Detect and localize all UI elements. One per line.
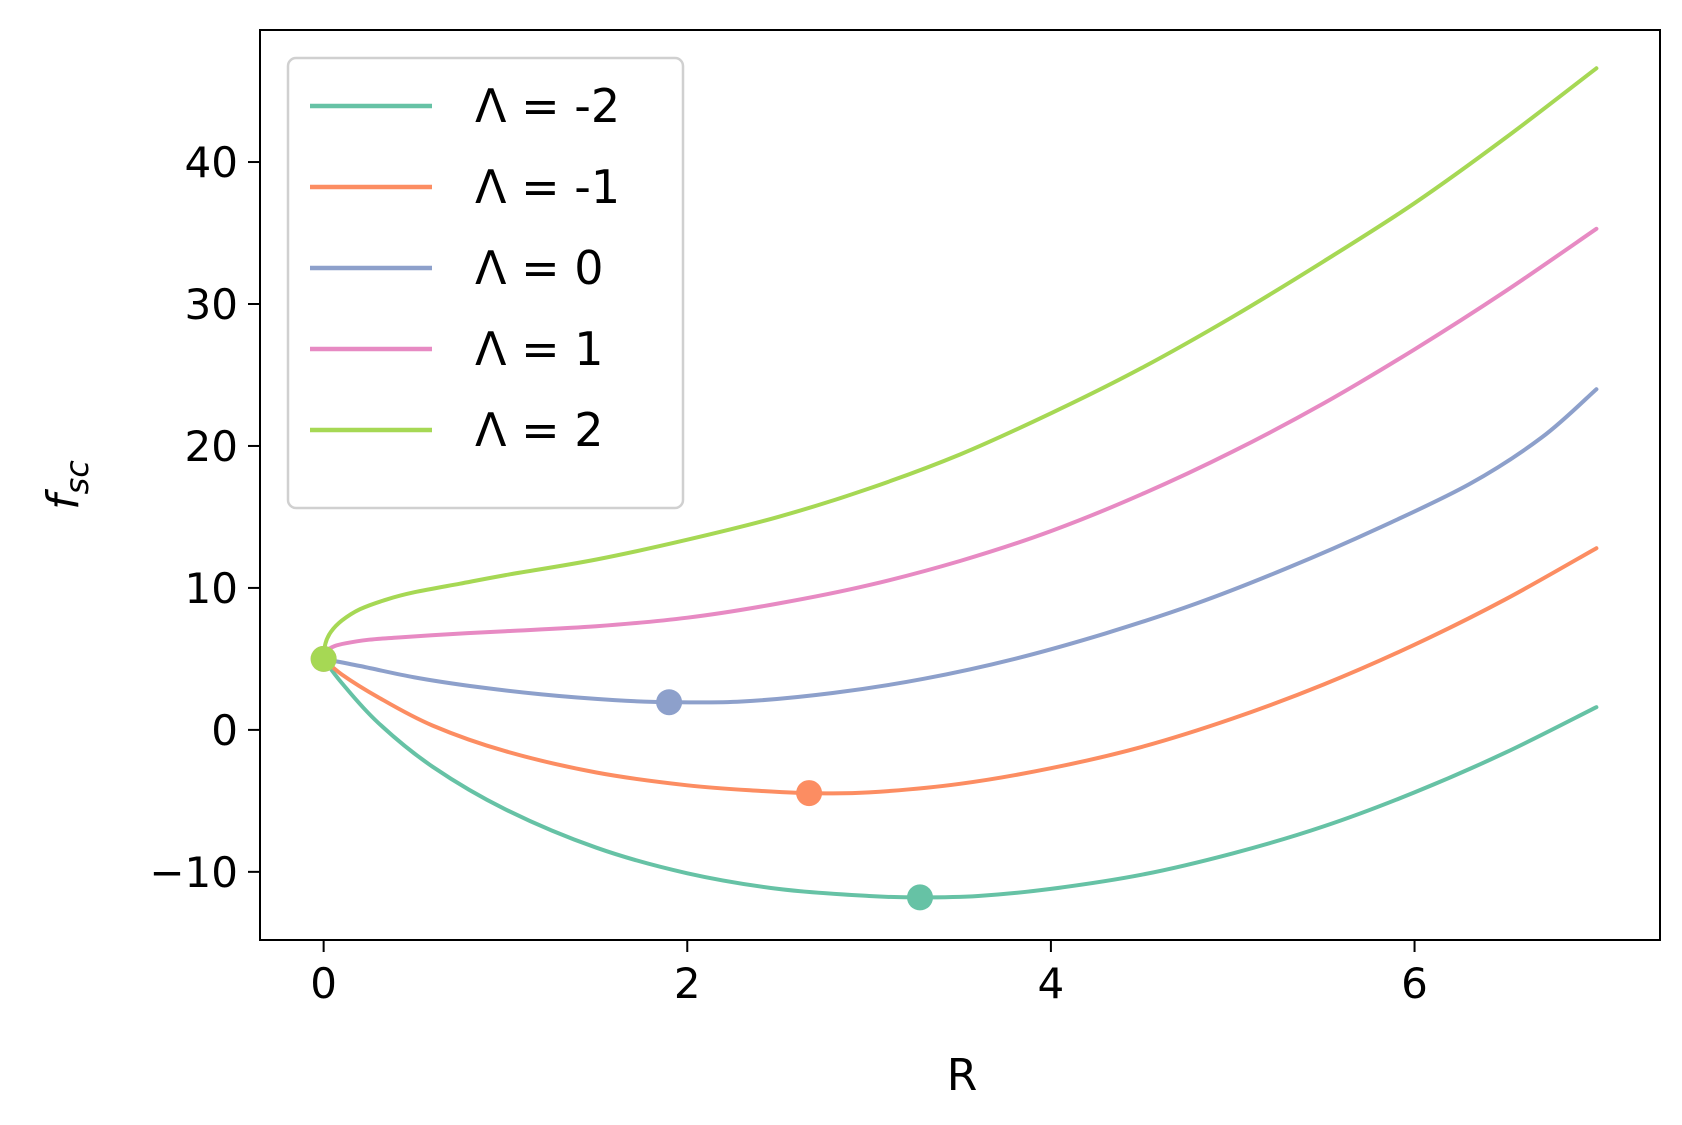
series-marker-2 [656,689,683,716]
legend-label-3: Λ = 1 [475,322,604,376]
legend: Λ = -2 Λ = -1 Λ = 0 Λ = 1 Λ = 2 [286,56,685,510]
x-tick-label: 6 [1401,959,1428,1008]
plot-frame [259,29,1661,941]
y-tick-label: 20 [185,422,238,471]
legend-box [286,56,685,510]
y-tick-label: −10 [149,848,238,897]
legend-label-0: Λ = -2 [475,79,620,133]
series-marker-1 [796,780,823,807]
y-tick-label: 10 [185,564,238,613]
x-tick-label: 2 [674,959,701,1008]
series-marker-0 [907,884,933,911]
legend-label-4: Λ = 2 [475,403,604,457]
x-axis-label: R [947,1050,978,1101]
series-marker-4 [310,645,337,672]
series-layer [321,66,1599,900]
x-axis-ticks: 0 2 4 6 [310,940,1428,1008]
y-tick-label: 30 [185,280,238,329]
y-axis-label: fsc [38,460,96,510]
legend-label-2: Λ = 0 [475,241,604,295]
y-axis-label-sub: sc [58,460,96,495]
series-line-1 [321,546,1599,796]
x-tick-label: 4 [1038,959,1065,1008]
x-tick-label: 0 [310,959,337,1008]
series-line-3 [321,226,1599,661]
y-tick-label: 40 [185,138,238,187]
legend-label-1: Λ = -1 [475,160,620,214]
series-line-2 [321,387,1599,705]
y-axis-ticks: −10 0 10 20 30 40 [149,138,260,897]
series-line-4 [321,66,1599,661]
legend-items: Λ = -2 Λ = -1 Λ = 0 Λ = 1 Λ = 2 [310,79,620,457]
marker-layer [310,645,933,911]
series-line-0 [321,656,1599,900]
y-tick-label: 0 [211,706,238,755]
